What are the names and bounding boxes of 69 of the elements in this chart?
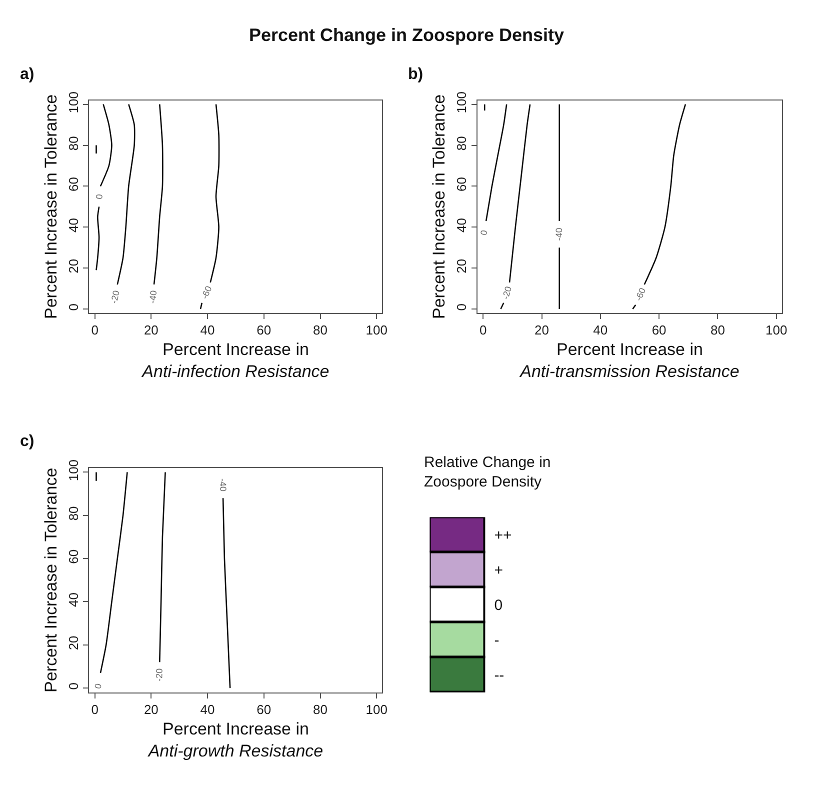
text: -20 bbox=[154, 668, 164, 682]
x-tick-label: 60 bbox=[652, 322, 666, 338]
line-series bbox=[153, 104, 164, 286]
y-tick-label: 40 bbox=[66, 592, 81, 608]
category-label: + bbox=[494, 562, 504, 580]
y-tick-label: 60 bbox=[454, 177, 470, 192]
line-series bbox=[100, 472, 128, 674]
y-tick-label: 80 bbox=[66, 136, 81, 151]
y-tick-label: 40 bbox=[454, 218, 470, 232]
text: b) bbox=[408, 66, 424, 83]
y-tick-label: 20 bbox=[66, 258, 81, 274]
x-tick-label: 80 bbox=[313, 322, 328, 338]
x-tick-label: 80 bbox=[710, 322, 725, 338]
category-label: - bbox=[494, 632, 500, 650]
x-axis-title: Percent Increase in Anti-growth Resistance bbox=[147, 719, 324, 760]
y-tick-label: 100 bbox=[454, 92, 470, 114]
x-tick-label: 40 bbox=[200, 322, 215, 338]
text: -60 bbox=[199, 284, 214, 300]
y-tick-label: 60 bbox=[66, 177, 81, 192]
text: -40 bbox=[554, 228, 564, 241]
y-tick-label: 0 bbox=[66, 303, 81, 311]
text: -40 bbox=[218, 478, 228, 492]
y-tick-label: 0 bbox=[454, 303, 470, 311]
text: Relative Change in Zoospore Density bbox=[424, 454, 551, 490]
x-tick-label: 80 bbox=[313, 702, 328, 717]
text: c) bbox=[20, 433, 34, 450]
category-label: ++ bbox=[494, 527, 512, 544]
x-axis-title: Percent Increase in Anti-transmission Resistance bbox=[519, 340, 740, 382]
text: 0 bbox=[92, 682, 104, 690]
text: -40 bbox=[147, 290, 159, 304]
chart-title: Percent Change in Zoospore Density bbox=[249, 25, 564, 45]
y-tick-label: 60 bbox=[66, 549, 81, 564]
x-tick-label: 40 bbox=[593, 322, 608, 338]
text: a) bbox=[20, 66, 34, 83]
category-label: -- bbox=[494, 667, 504, 684]
y-axis-title: Percent Increase in Tolerance bbox=[42, 468, 61, 692]
y-axis-title: Percent Increase in Tolerance bbox=[430, 94, 449, 319]
legend-label: 0 bbox=[494, 597, 503, 614]
y-tick-label: 20 bbox=[454, 258, 470, 274]
line-series bbox=[158, 472, 166, 663]
x-tick-label: 60 bbox=[256, 702, 272, 717]
x-tick-label: 100 bbox=[765, 322, 788, 338]
line-series bbox=[485, 104, 508, 222]
y-tick-label: 0 bbox=[66, 682, 81, 690]
x-tick-label: 0 bbox=[91, 322, 98, 338]
line-series bbox=[222, 497, 231, 689]
x-tick-label: 20 bbox=[144, 702, 158, 717]
y-tick-label: 100 bbox=[66, 459, 81, 482]
x-tick-label: 40 bbox=[200, 702, 215, 717]
y-axis-title: Percent Increase in Tolerance bbox=[42, 94, 61, 319]
y-tick-label: 100 bbox=[66, 92, 81, 114]
x-tick-label: 100 bbox=[366, 702, 388, 717]
x-tick-label: 20 bbox=[534, 322, 550, 338]
x-tick-label: 0 bbox=[91, 702, 98, 717]
x-tick-label: 20 bbox=[144, 322, 158, 338]
category-label: 0 bbox=[94, 194, 104, 200]
y-tick-label: 20 bbox=[66, 636, 81, 650]
line-series bbox=[116, 104, 136, 286]
y-tick-label: 80 bbox=[66, 506, 81, 521]
text: -20 bbox=[500, 285, 514, 300]
x-tick-label: 100 bbox=[366, 322, 388, 338]
x-tick-label: 0 bbox=[480, 322, 487, 338]
text: -20 bbox=[108, 290, 122, 304]
text: 0 bbox=[478, 229, 490, 236]
text: -60 bbox=[633, 286, 648, 302]
y-tick-label: 40 bbox=[66, 218, 81, 232]
y-tick-label: 80 bbox=[454, 136, 470, 151]
x-tick-label: 60 bbox=[256, 322, 272, 338]
x-axis-title: Percent Increase in Anti-infection Resistance bbox=[141, 340, 330, 382]
